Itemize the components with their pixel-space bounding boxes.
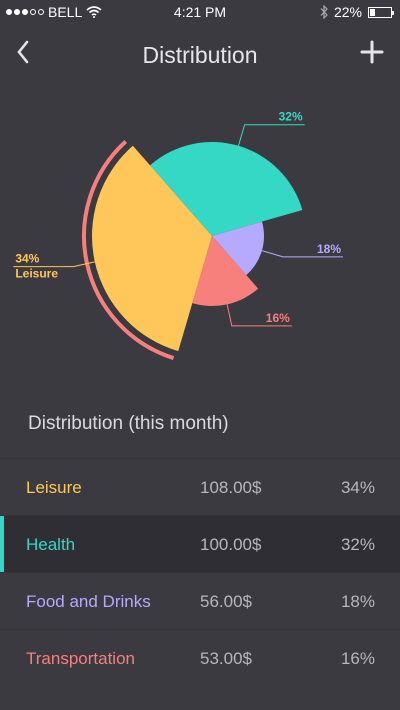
page-title: Distribution	[142, 42, 258, 68]
plus-icon[interactable]	[360, 40, 384, 64]
slice-label: 34%	[15, 252, 39, 266]
carrier-label: BELL	[48, 4, 83, 20]
row-amount: 100.00$	[200, 535, 262, 554]
pie-slice-leisure[interactable]	[92, 145, 212, 352]
distribution-chart: 32% 18% 16% 34% Leisure	[0, 100, 400, 390]
status-bar: BELL 4:21 PM 22%	[0, 0, 400, 24]
row-percent: 34%	[340, 478, 375, 497]
row-accent	[0, 573, 4, 629]
pie-chart-svg: 32% 18% 16% 34%Leisure	[13, 110, 344, 360]
row-category: Leisure	[26, 478, 82, 497]
row-amount: 56.00$	[200, 592, 252, 611]
slice-label: 18%	[317, 242, 341, 256]
leader-line	[261, 250, 344, 258]
list-item[interactable]: Leisure 108.00$ 34%	[0, 458, 400, 515]
battery-label: 22%	[333, 4, 362, 20]
pie-slice-health[interactable]	[150, 141, 303, 236]
battery-icon	[368, 6, 394, 18]
pie-slice-food-and-drinks[interactable]	[212, 221, 264, 276]
leader-line	[13, 261, 95, 268]
list-item[interactable]: Transportation 53.00$ 16%	[0, 629, 400, 686]
list-item[interactable]: Health 100.00$ 32%	[0, 515, 400, 572]
slice-label: 32%	[279, 110, 303, 124]
leader-line	[226, 304, 292, 327]
slice-sublabel: Leisure	[15, 267, 58, 281]
status-left: BELL	[6, 4, 102, 20]
pie-slice-transportation[interactable]	[192, 236, 259, 306]
row-percent: 16%	[340, 649, 375, 668]
wifi-icon	[86, 6, 102, 18]
leader-line	[237, 124, 305, 146]
chevron-left-icon[interactable]	[12, 38, 36, 66]
row-category: Food and Drinks	[26, 592, 151, 611]
status-right: 22%	[320, 4, 394, 20]
section-title: Distribution (this month)	[28, 413, 229, 434]
row-percent: 32%	[340, 535, 375, 554]
row-percent: 18%	[340, 592, 375, 611]
nav-bar: Distribution	[0, 30, 400, 78]
list-item[interactable]: Food and Drinks 56.00$ 18%	[0, 572, 400, 629]
slice-label: 16%	[266, 311, 290, 325]
distribution-list: Leisure 108.00$ 34% Health 100.00$ 32% F…	[0, 458, 400, 686]
row-category: Transportation	[26, 649, 135, 668]
row-amount: 53.00$	[200, 649, 252, 668]
row-accent	[0, 459, 4, 515]
status-time: 4:21 PM	[173, 4, 227, 20]
signal-icon	[6, 9, 44, 15]
bluetooth-icon	[320, 5, 328, 19]
row-accent	[0, 516, 4, 572]
row-amount: 108.00$	[200, 478, 262, 497]
row-category: Health	[26, 535, 76, 554]
row-accent	[0, 630, 4, 686]
